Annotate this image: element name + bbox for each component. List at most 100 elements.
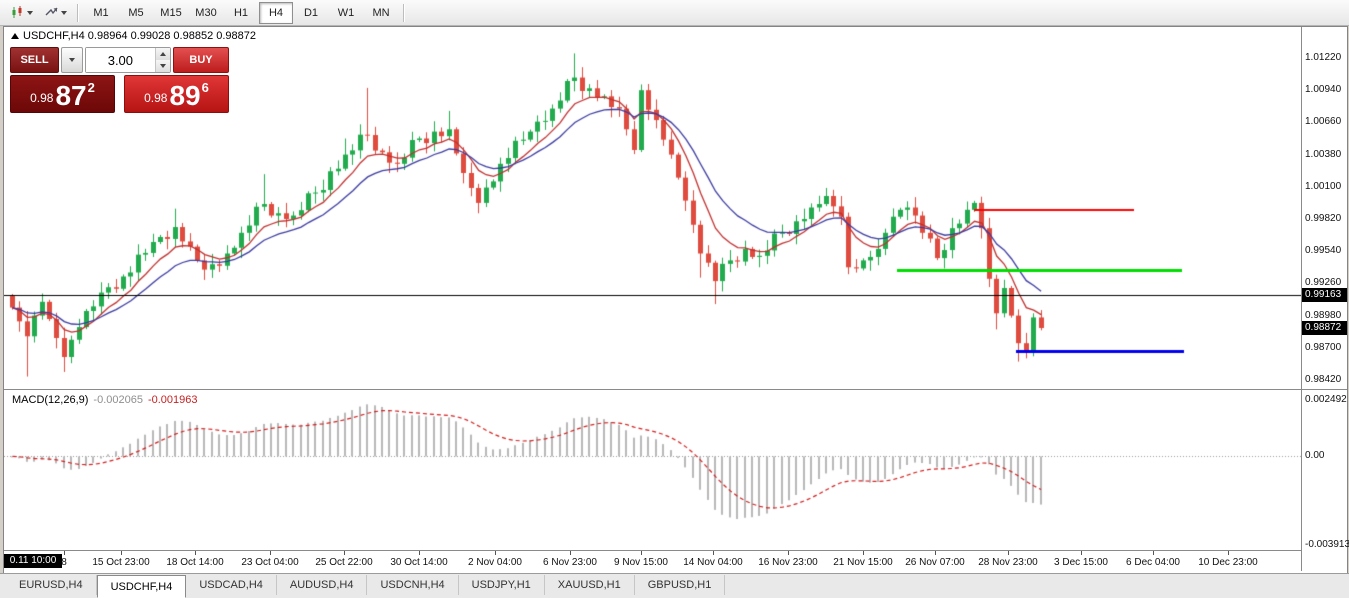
timeframe-button-m15[interactable]: M15 [160, 6, 182, 19]
price-axis-label: 0.99260 [1305, 277, 1342, 289]
time-axis: 0.11 10:00 8 15 Oct 23:00 18 Oct 14:00 23 O… [4, 550, 1301, 571]
time-axis-label: 2 Nov 04:00 [468, 557, 522, 568]
price-badge: 0.99163 [1302, 287, 1347, 302]
sell-price-pip: 2 [87, 80, 95, 95]
time-axis-tick [641, 551, 642, 555]
arrows-icon [45, 7, 58, 16]
time-axis-label: 9 Nov 15:00 [614, 557, 668, 568]
price-axis-label: 1.00940 [1305, 84, 1342, 96]
macd-indicator-canvas[interactable] [4, 390, 1301, 550]
timeframe-button-d1[interactable]: D1 [303, 6, 319, 19]
chart-tab-xauusd-h1[interactable]: XAUUSD,H1 [545, 575, 635, 595]
time-axis-tick [1081, 551, 1082, 555]
time-axis-tick [270, 551, 271, 555]
time-axis-label: 3 Dec 15:00 [1054, 557, 1108, 568]
toolbar-separator [77, 3, 79, 22]
price-axis-label: 0.98420 [1305, 374, 1342, 385]
macd-name: MACD(12,26,9) [12, 394, 89, 406]
price-axis-label: 0.98980 [1305, 309, 1342, 321]
time-axis-label: 6 Nov 23:00 [543, 557, 597, 568]
caret-down-icon [27, 10, 33, 15]
buy-price-button[interactable]: 0.98 89 6 [124, 75, 229, 113]
time-axis-tick [344, 551, 345, 555]
timeframe-button-mn[interactable]: MN [372, 6, 390, 19]
time-axis-label: 14 Nov 04:00 [683, 557, 743, 568]
price-badge: 0.98872 [1302, 321, 1347, 336]
time-axis-label: 8 [61, 557, 67, 568]
toolbar: M1 M5 M15 M30 H1 H4 D1 W1 MN [0, 0, 1349, 26]
time-axis-tick [195, 551, 196, 555]
symbol-info: USDCHF,H4 0.98964 0.99028 0.98852 0.9887… [11, 30, 256, 42]
timeframe-group: M1 M5 M15 M30 H1 H4 D1 W1 MN [84, 1, 398, 24]
chart-style-button[interactable] [5, 2, 38, 24]
chart-tab-gbpusd-h1[interactable]: GBPUSD,H1 [635, 575, 726, 595]
price-axis: 1.01220 1.00940 1.00660 1.00380 1.00100 0.998… [1301, 27, 1349, 571]
buy-price-prefix: 0.98 [144, 91, 168, 105]
order-type-dropdown[interactable] [61, 47, 83, 73]
pane-divider[interactable] [4, 389, 1347, 390]
timeframe-button-m5[interactable]: M5 [128, 6, 144, 19]
buy-price-pip: 6 [201, 80, 209, 95]
lot-size-input[interactable] [85, 48, 156, 72]
caret-down-icon [68, 58, 75, 62]
chart-tab-eurusd-h4[interactable]: EURUSD,H4 [6, 575, 97, 595]
price-axis-label: 1.00660 [1305, 116, 1342, 128]
price-axis-label: 0.98700 [1305, 341, 1342, 353]
timeframe-button-w1[interactable]: W1 [337, 6, 355, 19]
chart-tab-usdjpy-h1[interactable]: USDJPY,H1 [459, 575, 545, 595]
time-axis-tick [863, 551, 864, 555]
toolbar-separator [403, 3, 405, 22]
chart-tab-bar: EURUSD,H4 USDCHF,H4 USDCAD,H4 AUDUSD,H4 USDC… [0, 573, 1349, 598]
macd-axis-label: 0.002492 [1305, 394, 1347, 405]
time-axis-label: 15 Oct 23:00 [92, 557, 150, 568]
sell-price-button[interactable]: 0.98 87 2 [10, 75, 115, 113]
buy-button[interactable]: BUY [173, 47, 230, 73]
timeframe-button-h4[interactable]: H4 [259, 1, 293, 24]
time-axis-tick [1008, 551, 1009, 555]
time-axis-tick [1153, 551, 1154, 555]
price-axis-label: 1.01220 [1305, 52, 1342, 63]
one-click-trading-panel: SELL BUY 0.98 87 2 0.98 89 6 [10, 47, 230, 113]
timeframe-button-h1[interactable]: H1 [233, 6, 249, 19]
time-axis-tick [495, 551, 496, 555]
time-axis-label: 26 Nov 07:00 [905, 557, 965, 568]
timeframe-button-m1[interactable]: M1 [93, 6, 109, 19]
time-axis-label: 25 Oct 22:00 [315, 557, 373, 568]
time-axis-label: 18 Oct 14:00 [166, 557, 224, 568]
lot-decrease-button[interactable] [156, 60, 171, 72]
price-axis-label: 1.00380 [1305, 148, 1342, 160]
time-axis-tick [713, 551, 714, 555]
chart-tab-audusd-h4[interactable]: AUDUSD,H4 [277, 575, 368, 595]
price-axis-label: 1.00100 [1305, 180, 1342, 192]
sell-button[interactable]: SELL [10, 47, 60, 73]
sell-price-big: 87 [55, 80, 87, 112]
chart-tools-button[interactable] [39, 2, 72, 24]
time-axis-badge: 0.11 10:00 [4, 554, 62, 568]
time-axis-label: 28 Nov 23:00 [978, 557, 1038, 568]
price-axis-label: 0.99540 [1305, 245, 1342, 257]
chart-window: USDCHF,H4 0.98964 0.99028 0.98852 0.9887… [3, 26, 1349, 574]
lot-increase-button[interactable] [156, 48, 171, 60]
time-axis-label: 30 Oct 14:00 [390, 557, 448, 568]
time-axis-label: 6 Dec 04:00 [1126, 557, 1180, 568]
sell-price-prefix: 0.98 [30, 91, 54, 105]
time-axis-label: 10 Dec 23:00 [1198, 557, 1258, 568]
time-axis-tick [788, 551, 789, 555]
time-axis-tick [935, 551, 936, 555]
chart-tab-usdcad-h4[interactable]: USDCAD,H4 [186, 575, 277, 595]
buy-price-big: 89 [169, 80, 201, 112]
one-click-toggle-icon[interactable] [11, 33, 19, 39]
time-axis-label: 16 Nov 23:00 [758, 557, 818, 568]
price-axis-label: 0.99820 [1305, 213, 1342, 224]
chart-tab-usdcnh-h4[interactable]: USDCNH,H4 [367, 575, 459, 595]
macd-signal-value: -0.001963 [147, 394, 198, 406]
time-axis-label: 23 Oct 04:00 [241, 557, 299, 568]
macd-axis-label: -0.003913 [1305, 539, 1349, 550]
caret-down-icon [61, 10, 67, 15]
chart-tab-usdchf-h4[interactable]: USDCHF,H4 [96, 575, 187, 598]
time-axis-label: 21 Nov 15:00 [833, 557, 893, 568]
timeframe-button-m30[interactable]: M30 [195, 6, 217, 19]
time-axis-tick [1228, 551, 1229, 555]
symbol-ohlc-text: USDCHF,H4 0.98964 0.99028 0.98852 0.9887… [23, 30, 257, 42]
time-axis-tick [570, 551, 571, 555]
